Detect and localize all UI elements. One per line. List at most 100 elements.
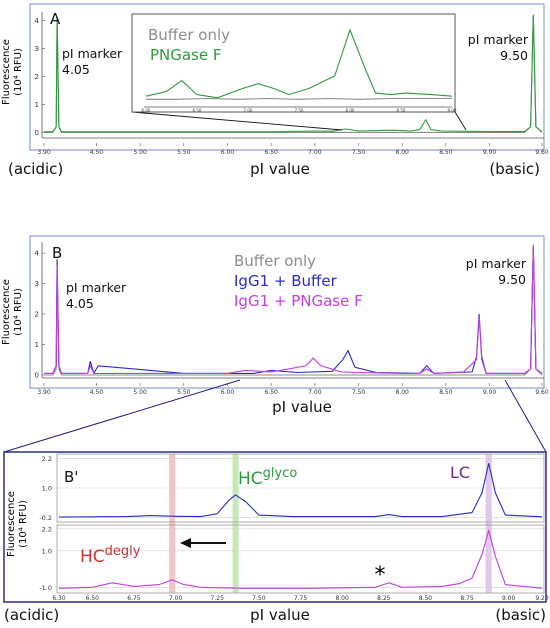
panel-b-series [44,243,543,376]
panel-b-y-tick-label: 0 [35,371,39,379]
panel-a-acidic-label: (acidic) [8,160,63,178]
panel-a-y-tick-label: 1 [35,101,39,109]
inset-x-tick-label: 6.00 [142,108,151,113]
panel-a-x-tick-label: 3.90 [37,149,51,156]
highlight-band-0 [169,454,176,593]
panel-b-ylabel-line1: Fluorescence [1,279,12,345]
panel-b-prime-top-y-tick-label: 2.2 [42,455,52,463]
panel-b-zoom-line-left [3,379,241,453]
panel-a-x-tick-label: 5.50 [177,149,191,156]
inset-series-line-1 [145,28,453,99]
panel-a-x-tick-label: 7.50 [352,149,366,156]
panel-b-x-tick-label: 9.00 [483,389,497,396]
panel-b-xlabel: pI value [272,398,332,416]
panel-b-prime-x-tick-label: 6.50 [86,595,100,602]
inset-frame [131,13,456,113]
inset-x-tick-label: 7.00 [244,108,253,113]
panel-b-x-tick-label: 6.00 [221,389,235,396]
panel-b-prime-xlabel: pI value [250,606,310,624]
panel-a-x-ticks: 3.90 4.50 5.00 5.50 6.00 6.50 7.00 7.50 8.00 8.50… [37,143,549,156]
inset-series [145,28,453,100]
panel-a-x-tick-label: 8.50 [439,149,453,156]
panel-b-prime-bottom-y-tick-label: 1.0 [42,547,52,555]
panel-b-y-ticks: 0 1 2 3 4 [35,250,45,379]
panel-b-prime-ylabel-line2: (10⁴ RFU) [18,500,29,548]
panel-a-y-tick-label: 2 [35,73,39,81]
panel-b-legend-buffer: Buffer only [234,252,316,270]
panel-b-label: B [52,244,62,262]
panel-b-prime-top-y-tick-label: 1.0 [42,485,52,493]
panel-a-series [44,14,543,133]
panel-a-inset: 6.00 6.50 7.00 7.50 8.00 8.50 9.00 Buffer only… [131,13,457,113]
panel-b-prime-frame [3,451,547,603]
panel-a: 0 1 2 3 4 3.90 4.50 5.00 5.50 6.00 6.50 7.00 7.50 8.… [1,3,549,178]
panel-b-prime-x-tick-label: 8.75 [460,595,474,602]
panel-a-ylabel-line1: Fluorescence [1,39,12,105]
panel-a-label: A [50,10,61,28]
panel-a-series-line-1 [44,14,543,133]
panel-b-x-tick-label: 5.50 [177,389,191,396]
panel-a-x-tick-label: 4.50 [90,149,104,156]
panel-b-prime-bottom-y-tick-label: -1.0 [39,584,52,592]
panel-b-prime-x-tick-label: 7.00 [169,595,183,602]
panel-a-x-tick-label: 7.00 [308,149,322,156]
inset-x-tick-label: 8.50 [397,108,406,113]
panel-b-prime-x-ticks: 6.30 6.50 6.75 7.00 7.25 7.50 7.75 8.00 8.25 8.50… [52,595,549,602]
panel-a-basic-label: (basic) [489,160,540,178]
panel-b-marker-right-line1: pI marker [466,256,527,271]
panel-a-x-tick-label: 8.00 [396,149,410,156]
panel-b-prime-basic-label: (basic) [495,606,546,624]
shift-arrow-head [180,538,191,548]
panel-b-prime-x-tick-label: 8.00 [335,595,349,602]
panel-b-prime-x-tick-label: 6.30 [52,595,66,602]
panel-a-y-tick-label: 4 [35,17,40,25]
panel-a-ylabel-line2: (10⁴ RFU) [13,48,24,96]
inset-x-tick-label: 8.00 [346,108,355,113]
panel-a-marker-right-line1: pI marker [468,32,529,47]
panel-b-prime-x-tick-label: 9.00 [502,595,516,602]
panel-b-prime-top-series [58,463,543,518]
panel-a-x-tick-label: 9.00 [483,149,497,156]
panel-a-y-tick-label: 0 [35,129,39,137]
panel-b-prime-x-tick-label: 6.75 [127,595,141,602]
panel-a-x-tick-label: 6.00 [221,149,235,156]
panel-b-prime-x-tick-label: 7.75 [294,595,308,602]
panel-b-x-tick-label: 6.50 [264,389,278,396]
panel-b-prime-bottom-y-tick-label: 2.2 [42,525,52,533]
panel-a-frame [29,3,545,151]
hc-glyco-label: HCglyco [238,466,297,489]
panel-b-series-line-2 [44,246,543,374]
highlight-band-1 [232,454,239,593]
panel-b-prime-x-tick-label: 7.25 [211,595,225,602]
panel-a-x-tick-label: 6.50 [264,149,278,156]
panel-b-prime-bottom-box [56,524,545,594]
panel-b-prime-ylabel-line1: Fluorescence [6,491,17,557]
panel-b-prime-x-tick-label: 9.20 [535,595,549,602]
panel-b-frame [29,235,545,389]
panel-b-prime-bottom-series-line-0 [58,528,543,589]
panel-b-prime-acidic-label: (acidic) [4,606,59,624]
panel-b-prime: 2.2 1.0 -0.2 2.2 1.0 -1.0 6.30 6.50 6.75 7.00 7.… [3,451,549,624]
lc-label: LC [450,463,470,482]
panel-b-x-tick-label: 5.00 [133,389,147,396]
inset-x-ticks: 6.00 6.50 7.00 7.50 8.00 8.50 9.00 [142,108,457,113]
panel-b-prime-bands [169,454,492,593]
hc-degly-label: HCdegly [80,544,141,567]
panel-b-x-tick-label: 4.50 [90,389,104,396]
panel-a-zoom-line-right [454,111,467,131]
panel-b-prime-x-tick-label: 8.25 [377,595,391,602]
panel-a-x-tick-label: 5.00 [133,149,147,156]
panel-b-prime-bottom-grid: 2.2 1.0 -1.0 [39,525,544,592]
panel-b-marker-left-line2: 4.05 [66,296,94,311]
panel-b-prime-x-tick-label: 7.50 [252,595,266,602]
inset-x-tick-label: 6.50 [193,108,202,113]
panel-b-prime-top-series-line-0 [58,463,543,518]
panel-b-prime-top-y-tick-label: -0.2 [39,514,52,522]
panel-b-y-tick-label: 2 [35,311,39,319]
panel-a-marker-left-line2: 4.05 [62,62,90,77]
panel-b-legend-igg1-pngase: IgG1 + PNGase F [234,292,363,310]
inset-legend-buffer: Buffer only [148,26,230,44]
panel-b-y-tick-label: 1 [35,341,39,349]
panel-b-x-ticks: 3.90 4.50 5.00 5.50 6.00 6.50 7.00 7.50 8.00 8.50… [37,383,549,396]
